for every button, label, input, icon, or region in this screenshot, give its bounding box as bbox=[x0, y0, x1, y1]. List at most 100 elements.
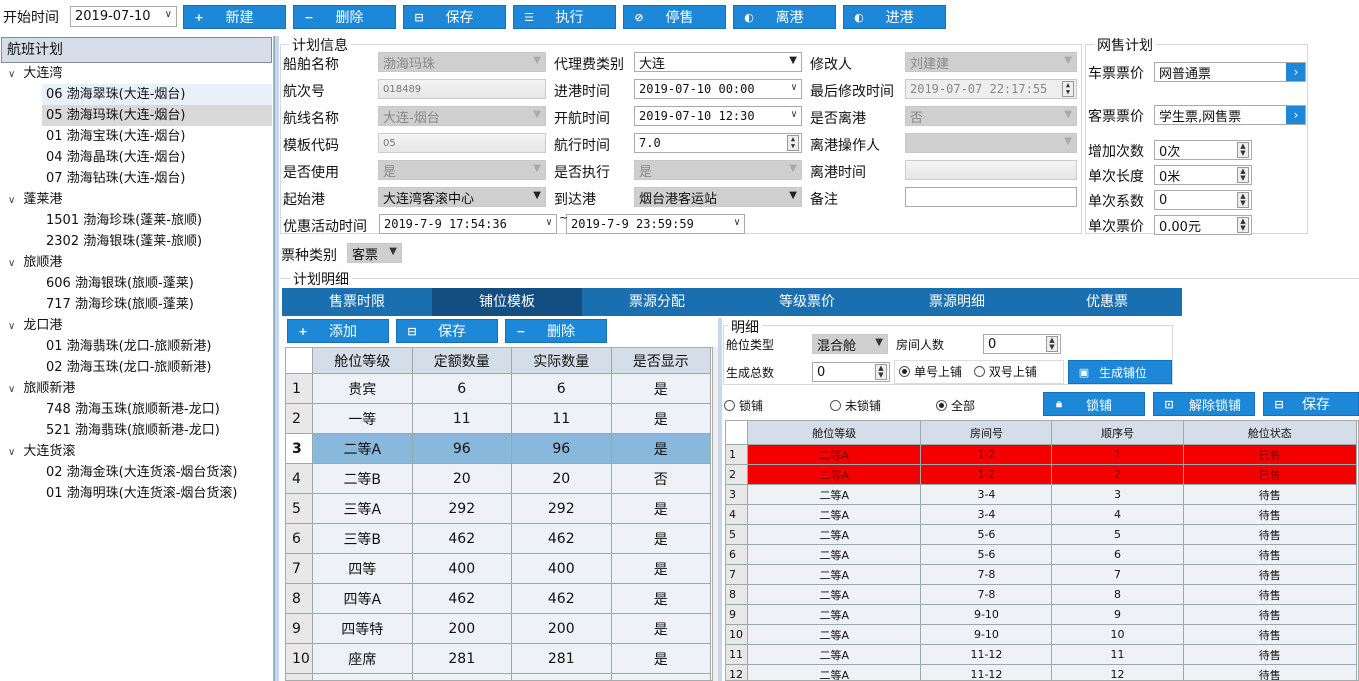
table-cell[interactable]: 是 bbox=[610, 583, 711, 614]
table-cell[interactable]: 贵宾 bbox=[312, 373, 413, 404]
table-cell[interactable] bbox=[411, 673, 512, 680]
table-row[interactable]: 12 二等A 11-12 12 待售 bbox=[726, 664, 1358, 680]
table-cell[interactable]: 二等A bbox=[746, 604, 922, 625]
table-cell[interactable]: 6 bbox=[1051, 544, 1184, 565]
modifier-field[interactable]: 刘建建 ▼ bbox=[905, 52, 1077, 72]
remark-field[interactable] bbox=[905, 187, 1077, 207]
table-cell[interactable]: 是 bbox=[610, 643, 711, 674]
ship-field[interactable]: 渤海玛珠 ▼ bbox=[378, 52, 546, 72]
table-cell[interactable]: 11-12 bbox=[920, 644, 1053, 665]
table-cell[interactable]: 四等 bbox=[312, 553, 413, 584]
spinner-arrows-icon[interactable]: ▲ ▼ bbox=[787, 135, 799, 151]
table-row[interactable]: 8 四等A 462 462 是 bbox=[286, 583, 711, 614]
table-cell[interactable]: 292 bbox=[511, 493, 612, 524]
tree-item[interactable]: 02 渤海金珠(大连货滚-烟台货滚) bbox=[46, 465, 238, 480]
promo-start-picker[interactable]: 2019-7-9 17:54:36 ∨ bbox=[379, 214, 557, 234]
table-cell[interactable]: 待售 bbox=[1182, 644, 1358, 665]
table-cell[interactable]: 281 bbox=[511, 643, 612, 674]
tree-group[interactable]: ∨ 旅顺新港 bbox=[0, 378, 272, 399]
toolbar-button-0[interactable]: + 新建 bbox=[183, 5, 286, 29]
sail-time-field[interactable]: 2019-07-10 12:30 ∨ bbox=[634, 106, 802, 126]
tab-3[interactable]: 等级票价 bbox=[779, 294, 835, 310]
tree-item[interactable]: 1501 渤海珍珠(蓬莱-旅顺) bbox=[46, 213, 203, 228]
table-cell[interactable]: 11 bbox=[511, 403, 612, 434]
filter-unlocked-radio[interactable]: 未锁铺 bbox=[830, 397, 881, 414]
table-cell[interactable]: 6 bbox=[511, 373, 612, 404]
table-cell[interactable]: 1-2 bbox=[920, 464, 1053, 485]
tree-group[interactable]: ∨ 旅顺港 bbox=[0, 252, 272, 273]
table-row[interactable]: 3 二等A 3-4 3 待售 bbox=[726, 484, 1358, 505]
tree-group[interactable]: ∨ 蓬莱港 bbox=[0, 189, 272, 210]
table-cell[interactable]: 200 bbox=[411, 613, 512, 644]
detail-button-0[interactable]: + 添加 bbox=[287, 319, 389, 343]
table-cell[interactable]: 96 bbox=[511, 433, 612, 464]
table-cell[interactable]: 3 bbox=[1051, 484, 1184, 505]
tab-4[interactable]: 票源明细 bbox=[929, 294, 985, 310]
room-people-spinner[interactable]: 0 ▲ ▼ bbox=[983, 334, 1061, 354]
table-cell[interactable]: 4 bbox=[1051, 504, 1184, 525]
tree-item[interactable]: 05 渤海玛珠(大连-烟台) bbox=[42, 105, 272, 126]
table-cell[interactable]: 12 bbox=[1051, 664, 1184, 680]
column-header[interactable]: 舱位状态 bbox=[1182, 421, 1358, 445]
table-cell[interactable]: 待售 bbox=[1182, 664, 1358, 680]
table-cell[interactable]: 11 bbox=[411, 403, 512, 434]
chevron-down-icon[interactable]: ∨ bbox=[8, 69, 16, 80]
table-cell[interactable]: 二等A bbox=[746, 504, 922, 525]
table-cell[interactable]: 9-10 bbox=[920, 604, 1053, 625]
tree-item[interactable]: 521 渤海翡珠(旅顺新港-龙口) bbox=[46, 423, 220, 438]
table-cell[interactable]: 6 bbox=[411, 373, 512, 404]
splitter[interactable] bbox=[274, 36, 279, 681]
table-cell[interactable]: 462 bbox=[511, 583, 612, 614]
table-cell[interactable]: 是 bbox=[610, 523, 711, 554]
total-spinner[interactable]: 0 ▲ ▼ bbox=[812, 362, 890, 382]
table-cell[interactable]: 三等A bbox=[312, 493, 413, 524]
table-row[interactable]: 8 二等A 7-8 8 待售 bbox=[726, 584, 1358, 605]
table-cell[interactable]: 462 bbox=[411, 583, 512, 614]
tree-item[interactable]: 606 渤海银珠(旅顺-蓬莱) bbox=[46, 276, 194, 291]
table-cell[interactable]: 11 bbox=[1051, 644, 1184, 665]
table-cell[interactable]: 10 bbox=[1051, 624, 1184, 645]
table-cell[interactable]: 400 bbox=[411, 553, 512, 584]
unlock-button[interactable]: ⊡ 解除锁铺 bbox=[1153, 392, 1255, 416]
tree-item[interactable]: 748 渤海玉珠(旅顺新港-龙口) bbox=[46, 402, 220, 417]
spinner-arrows-icon[interactable]: ▲ ▼ bbox=[1237, 192, 1249, 208]
tree-item[interactable]: 01 渤海翡珠(龙口-旅顺新港) bbox=[46, 339, 212, 354]
spinner-arrows-icon[interactable]: ▲ ▼ bbox=[875, 364, 887, 380]
table-cell[interactable]: 7-8 bbox=[920, 584, 1053, 605]
chevron-right-icon[interactable]: › bbox=[1286, 63, 1305, 81]
duration-field[interactable]: 7.0 ▲ ▼ bbox=[634, 133, 802, 153]
table-row[interactable]: 1 贵宾 6 6 是 bbox=[286, 373, 711, 404]
detail-button-2[interactable]: − 删除 bbox=[505, 319, 607, 343]
car-price-field[interactable]: 网普通票 › bbox=[1154, 62, 1306, 82]
chevron-right-icon[interactable]: › bbox=[1286, 106, 1305, 124]
column-header[interactable]: 定额数量 bbox=[411, 348, 512, 374]
toolbar-button-2[interactable]: ⊟ 保存 bbox=[403, 5, 506, 29]
table-cell[interactable]: 11-12 bbox=[920, 664, 1053, 680]
table-cell[interactable]: 2 bbox=[1051, 464, 1184, 485]
filter-all-radio[interactable]: 全部 bbox=[936, 397, 975, 414]
spinner-arrows-icon[interactable]: ▲ ▼ bbox=[1046, 336, 1058, 352]
tree-group[interactable]: ∨ 大连货滚 bbox=[0, 441, 272, 462]
table-cell[interactable]: 否 bbox=[610, 463, 711, 494]
table-cell[interactable]: 7-8 bbox=[920, 564, 1053, 585]
dest-field[interactable]: 烟台港客运站 ▼ bbox=[634, 187, 802, 207]
table-cell[interactable]: 281 bbox=[411, 643, 512, 674]
table-cell[interactable]: 二等A bbox=[746, 464, 922, 485]
unit-len-spinner[interactable]: 0米 ▲ ▼ bbox=[1154, 165, 1252, 185]
pax-price-field[interactable]: 学生票,网售票 › bbox=[1154, 105, 1306, 125]
sub-save-button[interactable]: ⊟ 保存 bbox=[1263, 392, 1359, 416]
table-row[interactable]: 11 二等A 11-12 11 待售 bbox=[726, 644, 1358, 665]
even-upper-radio[interactable]: 双号上铺 bbox=[973, 365, 1037, 379]
tree-item[interactable]: 717 渤海珍珠(旅顺-蓬莱) bbox=[46, 297, 194, 312]
table-cell[interactable]: 96 bbox=[411, 433, 512, 464]
table-cell[interactable]: 是 bbox=[610, 403, 711, 434]
table-cell[interactable]: 二等B bbox=[312, 463, 413, 494]
toolbar-button-6[interactable]: ◐ 进港 bbox=[843, 5, 946, 29]
table-cell[interactable]: 二等A bbox=[746, 484, 922, 505]
detail-button-1[interactable]: ⊟ 保存 bbox=[396, 319, 498, 343]
tree-item[interactable]: 04 渤海晶珠(大连-烟台) bbox=[46, 150, 186, 165]
tree-item[interactable]: 02 渤海玉珠(龙口-旅顺新港) bbox=[46, 360, 212, 375]
table-row[interactable]: 2 二等A 1-2 2 已售 bbox=[726, 464, 1358, 485]
odd-upper-radio[interactable]: 单号上铺 bbox=[899, 365, 962, 379]
depart-op-field[interactable]: ▼ bbox=[905, 133, 1077, 153]
